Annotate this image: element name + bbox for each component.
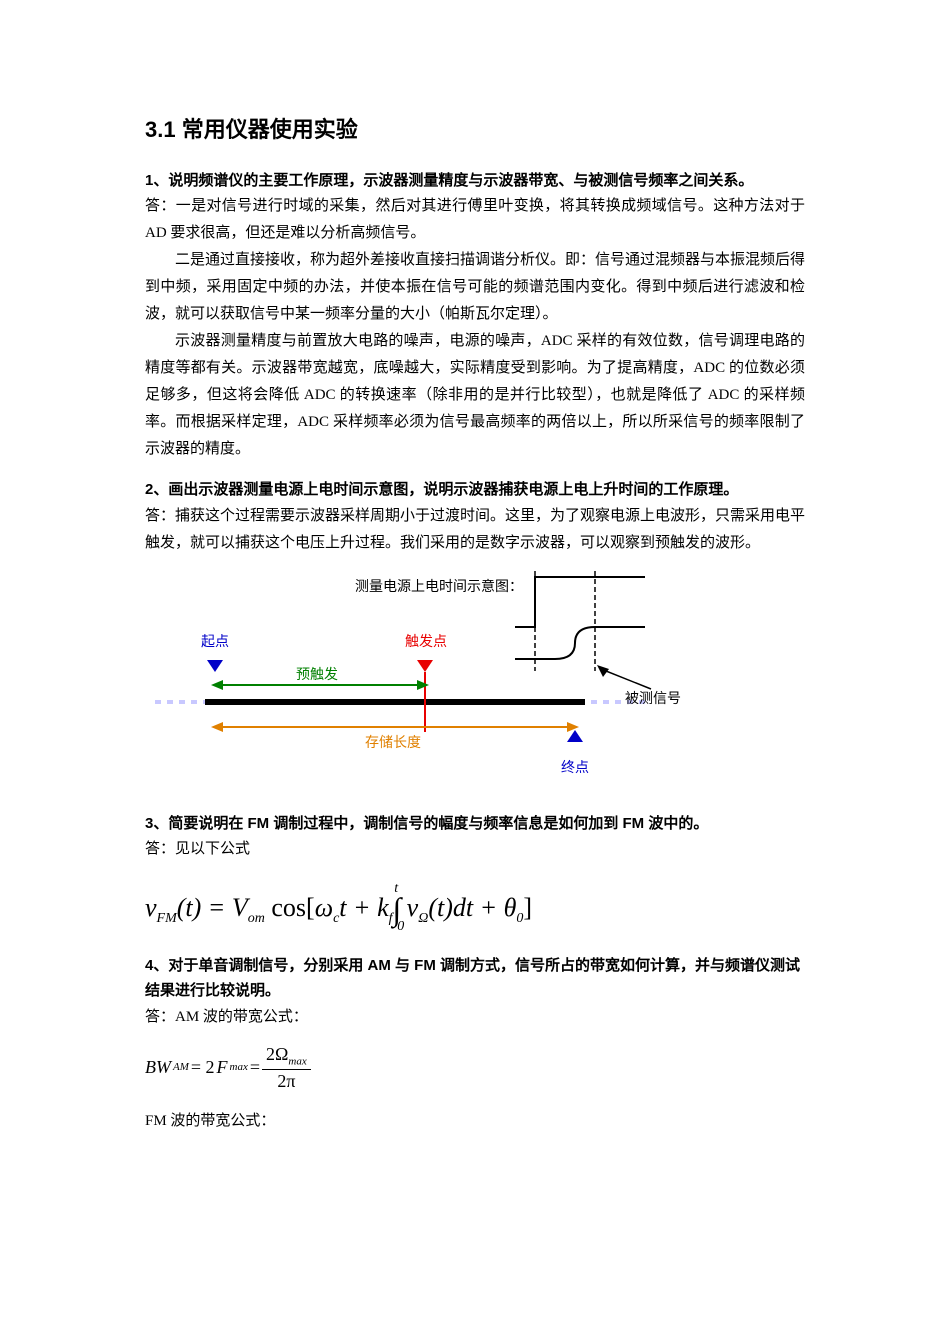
am-den: 2π — [277, 1070, 295, 1090]
f-int-up: t — [394, 881, 398, 896]
q2-heading: 2、画出示波器测量电源上电时间示意图，说明示波器捕获电源上电上升时间的工作原理。 — [145, 477, 805, 503]
f-int-low: 0 — [397, 919, 404, 934]
document-page: 3.1 常用仪器使用实验 1、说明频谱仪的主要工作原理，示波器测量精度与示波器带… — [0, 0, 945, 1195]
am-numsub: max — [288, 1055, 306, 1067]
f-vOsub: Ω — [418, 911, 428, 926]
q1-p3: 示波器测量精度与前置放大电路的噪声，电源的噪声，ADC 采样的有效位数，信号调理… — [145, 328, 805, 463]
f-cos: cos[ — [265, 893, 315, 922]
f-v: v — [145, 893, 157, 922]
q4-p2: FM 波的带宽公式： — [145, 1108, 805, 1135]
f-vsub: FM — [157, 911, 177, 926]
svg-text:起点: 起点 — [201, 634, 229, 650]
am-Fsub: max — [230, 1058, 248, 1078]
f-tail: (t)dt + θ — [428, 893, 516, 922]
svg-text:预触发: 预触发 — [296, 667, 338, 683]
f-vO: v — [400, 893, 418, 922]
f-Vsub: om — [248, 911, 265, 926]
am-num: 2Ω — [266, 1044, 288, 1064]
am-F: F — [217, 1051, 228, 1083]
q1-p1: 答：一是对信号进行时域的采集，然后对其进行傅里叶变换，将其转换成频域信号。这种方… — [145, 193, 805, 247]
fm-formula: vFM(t) = Vom cos[ωct + kf∫0t vΩ(t)dt + θ… — [145, 877, 805, 935]
q2-p1: 答：捕获这个过程需要示波器采样周期小于过渡时间。这里，为了观察电源上电波形，只需… — [145, 503, 805, 557]
f-kfsub: f — [389, 911, 393, 926]
svg-text:测量电源上电时间示意图：: 测量电源上电时间示意图： — [355, 578, 523, 595]
svg-text:终点: 终点 — [561, 760, 589, 776]
f-V: V — [232, 893, 248, 922]
q4-answer2: FM 波的带宽公式： — [145, 1108, 805, 1135]
svg-text:存储长度: 存储长度 — [365, 735, 421, 751]
am-bandwidth-formula: BWAM = 2Fmax = 2Ωmax 2π — [145, 1045, 805, 1091]
f-close: ] — [523, 893, 532, 922]
svg-text:被测信号: 被测信号 — [625, 691, 681, 707]
q3-p1: 答：见以下公式 — [145, 836, 805, 863]
f-kf: k — [377, 893, 389, 922]
q4-answer: 答：AM 波的带宽公式： — [145, 1004, 805, 1031]
f-omega: ω — [315, 893, 333, 922]
q1-heading: 1、说明频谱仪的主要工作原理，示波器测量精度与示波器带宽、与被测信号频率之间关系… — [145, 168, 805, 194]
f-t2: t + — [339, 893, 377, 922]
section-title: 3.1 常用仪器使用实验 — [145, 110, 805, 150]
am-BWsub: AM — [173, 1058, 189, 1078]
q3-answer: 答：见以下公式 — [145, 836, 805, 863]
power-on-diagram: 测量电源上电时间示意图： 起点 触发点终点 预触发存储长度 被测信号 — [145, 567, 705, 797]
q1-answer: 答：一是对信号进行时域的采集，然后对其进行傅里叶变换，将其转换成频域信号。这种方… — [145, 193, 805, 463]
am-eq2: = — [250, 1051, 260, 1083]
q4-p1: 答：AM 波的带宽公式： — [145, 1004, 805, 1031]
am-BW: BW — [145, 1051, 171, 1083]
diagram-svg: 测量电源上电时间示意图： 起点 触发点终点 预触发存储长度 被测信号 — [145, 567, 705, 787]
svg-text:触发点: 触发点 — [405, 634, 447, 650]
q1-p2: 二是通过直接接收，称为超外差接收直接扫描调谐分析仪。即：信号通过混频器与本振混频… — [145, 247, 805, 328]
q2-answer: 答：捕获这个过程需要示波器采样周期小于过渡时间。这里，为了观察电源上电波形，只需… — [145, 503, 805, 557]
q3-heading: 3、简要说明在 FM 调制过程中，调制信号的幅度与频率信息是如何加到 FM 波中… — [145, 811, 805, 837]
f-t: (t) = — [177, 893, 232, 922]
am-eq: = 2 — [191, 1051, 215, 1083]
q4-heading: 4、对于单音调制信号，分别采用 AM 与 FM 调制方式，信号所占的带宽如何计算… — [145, 953, 805, 1004]
